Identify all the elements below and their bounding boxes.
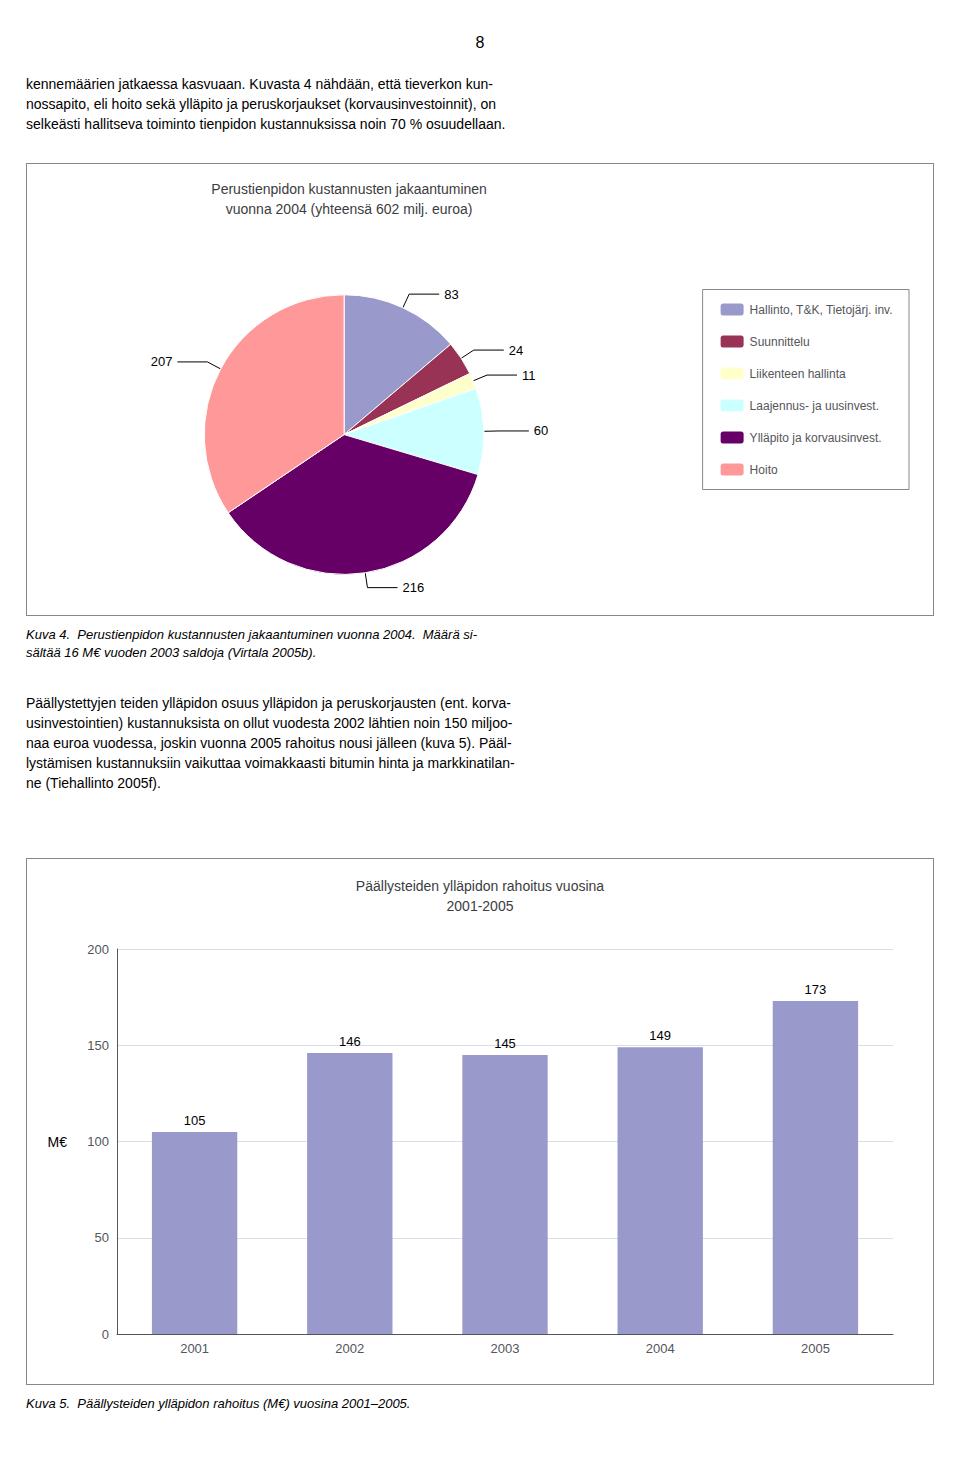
svg-text:2002: 2002 — [335, 1341, 364, 1356]
html-text:ne (Tiehallinto 2005f).: ne (Tiehallinto 2005f). — [26, 775, 161, 791]
svg-text:Suunnittelu: Suunnittelu — [750, 335, 810, 349]
html-text:nossapito, eli hoito sekä yllä: nossapito, eli hoito sekä ylläpito ja pe… — [26, 96, 496, 112]
svg-text:207: 207 — [151, 354, 173, 369]
html-text:Kuva 5. Päällysteiden ylläpido: Kuva 5. Päällysteiden ylläpidon rahoitus… — [26, 1396, 411, 1411]
svg-text:2005: 2005 — [801, 1341, 830, 1356]
svg-text:145: 145 — [494, 1036, 516, 1051]
svg-text:149: 149 — [649, 1028, 671, 1043]
html-text:kennemäärien jatkaessa kasvuaa: kennemäärien jatkaessa kasvuaan. Kuvasta… — [26, 76, 493, 92]
html-text:Päällystettyjen teiden ylläpid: Päällystettyjen teiden ylläpidon osuus y… — [26, 695, 511, 711]
svg-text:M€: M€ — [48, 1134, 68, 1150]
svg-text:vuonna 2004 (yhteensä 602 milj: vuonna 2004 (yhteensä 602 milj. euroa) — [226, 201, 473, 217]
svg-text:Laajennus- ja uusinvest.: Laajennus- ja uusinvest. — [750, 399, 879, 413]
html-text:8: 8 — [475, 34, 485, 51]
svg-text:83: 83 — [444, 287, 458, 302]
html-text:sältää 16 M€ vuoden 2003 saldo: sältää 16 M€ vuoden 2003 saldoja (Virtal… — [26, 645, 317, 660]
svg-text:150: 150 — [87, 1038, 109, 1053]
svg-text:Ylläpito ja korvausinvest.: Ylläpito ja korvausinvest. — [750, 431, 882, 445]
svg-text:105: 105 — [184, 1113, 206, 1128]
svg-text:Perustienpidon kustannusten ja: Perustienpidon kustannusten jakaantumine… — [211, 181, 487, 197]
svg-text:146: 146 — [339, 1034, 361, 1049]
html-text:naa euroa vuodessa, joskin vuo: naa euroa vuodessa, joskin vuonna 2005 r… — [26, 735, 512, 751]
html-text:selkeästi hallitseva toiminto: selkeästi hallitseva toiminto tienpidon … — [26, 116, 506, 132]
svg-text:Hoito: Hoito — [750, 463, 778, 477]
svg-text:24: 24 — [509, 343, 523, 358]
svg-text:Päällysteiden ylläpidon rahoit: Päällysteiden ylläpidon rahoitus vuosina — [356, 878, 604, 894]
html-text:lystämisen kustannuksiin vaiku: lystämisen kustannuksiin vaikuttaa voima… — [26, 755, 515, 771]
svg-text:2004: 2004 — [646, 1341, 675, 1356]
svg-text:Liikenteen hallinta: Liikenteen hallinta — [750, 367, 846, 381]
svg-text:173: 173 — [805, 982, 827, 997]
svg-text:2001-2005: 2001-2005 — [447, 898, 514, 914]
svg-text:Hallinto, T&K, Tietojärj. inv.: Hallinto, T&K, Tietojärj. inv. — [750, 303, 893, 317]
svg-text:216: 216 — [402, 580, 424, 595]
svg-text:2001: 2001 — [180, 1341, 209, 1356]
svg-text:11: 11 — [522, 368, 536, 383]
html-text:usinvestointien) kustannuksist: usinvestointien) kustannuksista on ollut… — [26, 715, 513, 731]
svg-text:100: 100 — [87, 1134, 109, 1149]
svg-text:2003: 2003 — [491, 1341, 520, 1356]
html-text:Kuva 4. Perustienpidon kustann: Kuva 4. Perustienpidon kustannusten jaka… — [26, 627, 477, 642]
svg-text:60: 60 — [534, 423, 548, 438]
svg-text:50: 50 — [95, 1230, 109, 1245]
svg-text:0: 0 — [102, 1327, 109, 1342]
svg-text:200: 200 — [87, 942, 109, 957]
